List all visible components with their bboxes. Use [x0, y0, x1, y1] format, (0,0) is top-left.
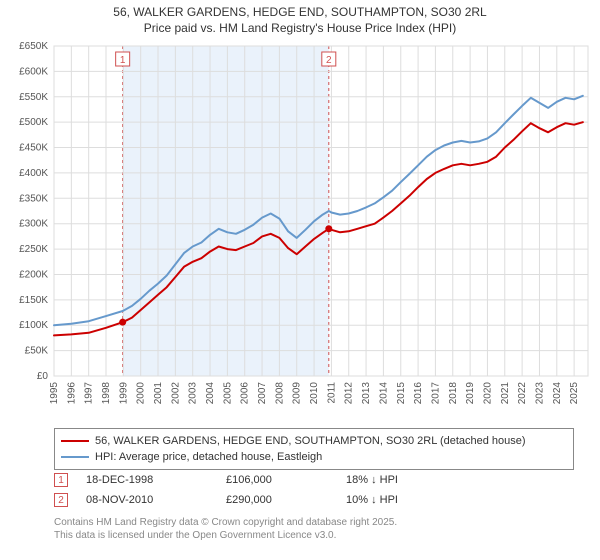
svg-text:2017: 2017: [430, 382, 441, 405]
svg-text:£0: £0: [37, 371, 49, 382]
svg-text:2013: 2013: [361, 382, 372, 405]
legend-item: 56, WALKER GARDENS, HEDGE END, SOUTHAMPT…: [61, 433, 567, 449]
svg-text:£400K: £400K: [19, 168, 48, 179]
sales-table: 1 18-DEC-1998£106,00018% ↓ HPI 2 08-NOV-201…: [54, 470, 574, 510]
svg-text:1998: 1998: [101, 382, 112, 405]
svg-text:1999: 1999: [118, 382, 129, 405]
svg-text:2015: 2015: [396, 382, 407, 405]
svg-text:2012: 2012: [344, 382, 355, 405]
svg-text:2025: 2025: [569, 382, 580, 405]
legend-item: HPI: Average price, detached house, East…: [61, 449, 567, 465]
sales-marker: 1: [54, 473, 68, 487]
title-address: 56, WALKER GARDENS, HEDGE END, SOUTHAMPT…: [0, 4, 600, 20]
titles: 56, WALKER GARDENS, HEDGE END, SOUTHAMPT…: [0, 0, 600, 36]
svg-text:2000: 2000: [136, 382, 147, 405]
sales-row: 1 18-DEC-1998£106,00018% ↓ HPI: [54, 470, 574, 490]
svg-text:2018: 2018: [448, 382, 459, 405]
legend-swatch: [61, 440, 89, 442]
sales-pct: 18% ↓ HPI: [346, 474, 466, 486]
svg-text:2006: 2006: [240, 382, 251, 405]
sales-row: 2 08-NOV-2010£290,00010% ↓ HPI: [54, 490, 574, 510]
svg-text:£150K: £150K: [19, 295, 48, 306]
legend-label: HPI: Average price, detached house, East…: [95, 451, 322, 463]
svg-text:2002: 2002: [170, 382, 181, 405]
sales-pct: 10% ↓ HPI: [346, 494, 466, 506]
svg-text:2014: 2014: [378, 382, 389, 405]
svg-text:£100K: £100K: [19, 320, 48, 331]
svg-text:2003: 2003: [188, 382, 199, 405]
chart-svg: £0 £50K £100K £150K £200K £250K £300K £350K £400…: [0, 40, 600, 420]
svg-text:1995: 1995: [49, 382, 60, 405]
legend-swatch: [61, 456, 89, 458]
svg-text:2008: 2008: [274, 382, 285, 405]
credits-line-2: This data is licensed under the Open Gov…: [54, 529, 574, 542]
svg-text:£450K: £450K: [19, 143, 48, 154]
svg-text:2010: 2010: [309, 382, 320, 405]
legend: 56, WALKER GARDENS, HEDGE END, SOUTHAMPT…: [54, 428, 574, 470]
chart: £0 £50K £100K £150K £200K £250K £300K £350K £400…: [0, 40, 600, 420]
svg-text:2005: 2005: [222, 382, 233, 405]
sales-date: 08-NOV-2010: [86, 494, 226, 506]
legend-label: 56, WALKER GARDENS, HEDGE END, SOUTHAMPT…: [95, 435, 526, 447]
svg-text:2009: 2009: [292, 382, 303, 405]
svg-text:2021: 2021: [500, 382, 511, 405]
sales-date: 18-DEC-1998: [86, 474, 226, 486]
svg-text:£500K: £500K: [19, 117, 48, 128]
svg-text:2001: 2001: [153, 382, 164, 405]
sales-marker: 2: [54, 493, 68, 507]
svg-text:2020: 2020: [482, 382, 493, 405]
svg-text:2024: 2024: [552, 382, 563, 405]
svg-text:2016: 2016: [413, 382, 424, 405]
svg-text:2022: 2022: [517, 382, 528, 405]
credits-line-1: Contains HM Land Registry data © Crown c…: [54, 516, 574, 529]
svg-text:1997: 1997: [84, 382, 95, 405]
svg-text:1: 1: [120, 55, 126, 66]
svg-text:2011: 2011: [326, 382, 337, 404]
sales-price: £106,000: [226, 474, 346, 486]
chart-container: 56, WALKER GARDENS, HEDGE END, SOUTHAMPT…: [0, 0, 600, 560]
svg-text:£550K: £550K: [19, 92, 48, 103]
svg-text:2023: 2023: [534, 382, 545, 405]
svg-text:£300K: £300K: [19, 219, 48, 230]
svg-text:£50K: £50K: [25, 346, 49, 357]
svg-text:2004: 2004: [205, 382, 216, 405]
sales-price: £290,000: [226, 494, 346, 506]
svg-text:2007: 2007: [257, 382, 268, 405]
svg-text:2019: 2019: [465, 382, 476, 405]
svg-text:£650K: £650K: [19, 41, 48, 52]
svg-text:£600K: £600K: [19, 66, 48, 77]
svg-text:1996: 1996: [66, 382, 77, 405]
credits: Contains HM Land Registry data © Crown c…: [54, 516, 574, 542]
svg-text:£200K: £200K: [19, 269, 48, 280]
svg-text:£350K: £350K: [19, 193, 48, 204]
svg-text:£250K: £250K: [19, 244, 48, 255]
svg-text:2: 2: [326, 55, 332, 66]
title-subtitle: Price paid vs. HM Land Registry's House …: [0, 20, 600, 36]
